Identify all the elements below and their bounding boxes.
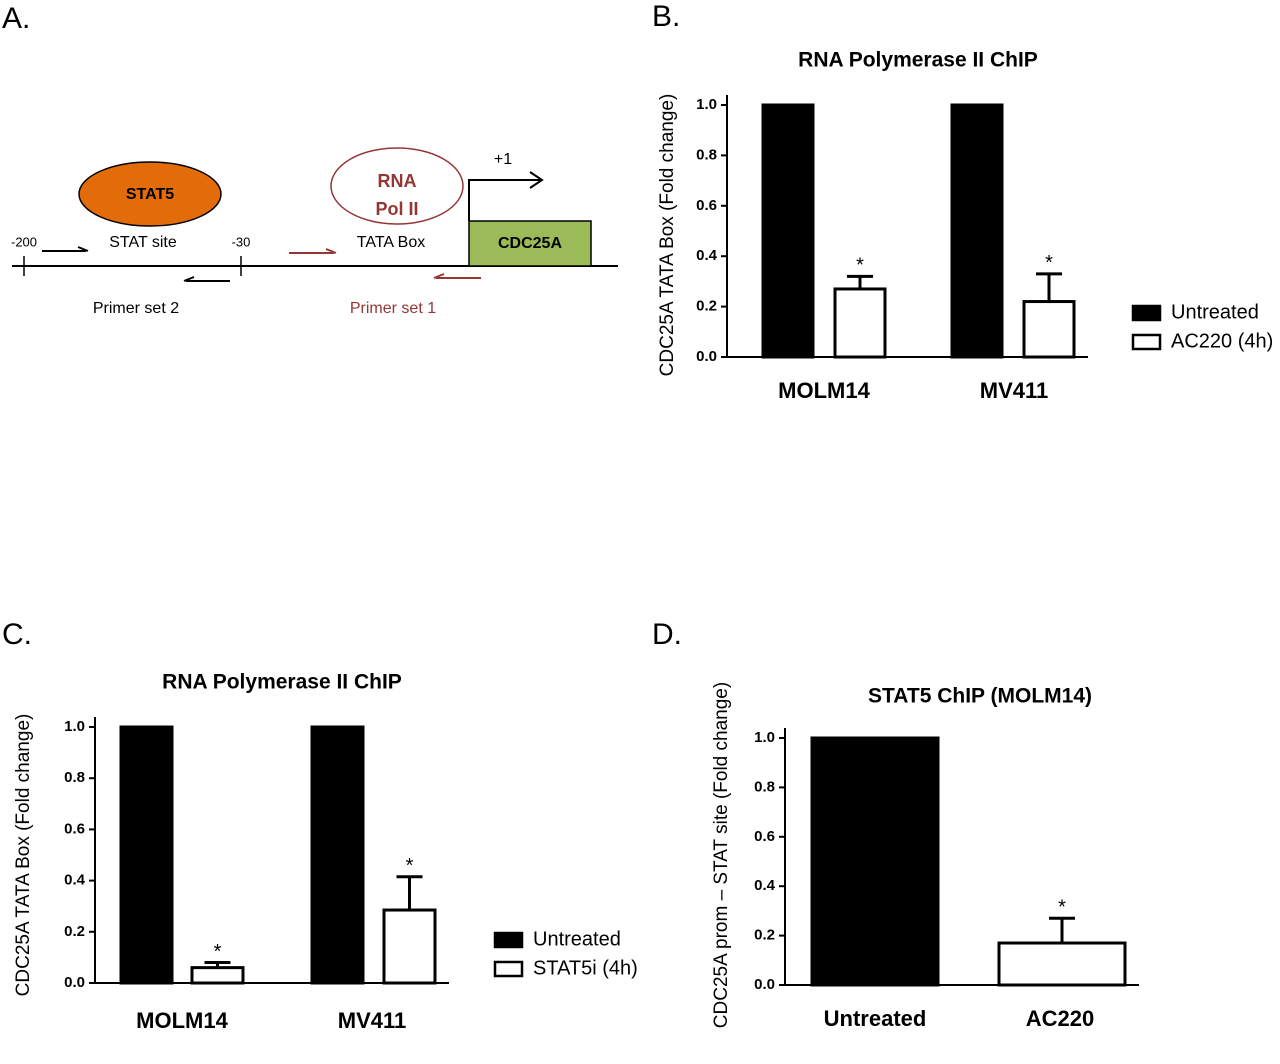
bar <box>1022 300 1076 359</box>
legend-label: AC220 (4h) <box>1171 330 1273 352</box>
y-tick-label: 0.0 <box>754 976 775 993</box>
bar-chart: RNA Polymerase II ChIP CDC25A TATA Box (F… <box>657 49 1273 403</box>
legend-label: Untreated <box>1171 301 1259 323</box>
y-tick-label: 0.6 <box>754 828 775 845</box>
chart-title: RNA Polymerase II ChIP <box>798 49 1038 72</box>
y-tick-label: 0.8 <box>754 778 775 795</box>
y-tick-label: 0.0 <box>64 974 85 991</box>
chart-title: RNA Polymerase II ChIP <box>162 671 402 694</box>
bar <box>833 287 887 359</box>
y-tick-label: 0.8 <box>64 769 85 786</box>
legend-swatch <box>493 931 524 949</box>
y-tick-label: 0.2 <box>64 923 85 940</box>
pol2-label: RNA <box>378 171 417 191</box>
y-tick-label: 0.6 <box>64 820 85 837</box>
position-label: -200 <box>11 234 37 249</box>
legend-label: Untreated <box>533 928 621 950</box>
legend-label: STAT5i (4h) <box>533 957 638 979</box>
bar <box>119 725 174 985</box>
gene-label: CDC25A <box>498 235 562 252</box>
y-axis-label: CDC25A TATA Box (Fold change) <box>13 714 34 997</box>
arrowhead <box>529 171 544 189</box>
primer-arrow <box>289 248 337 254</box>
tata-label: TATA Box <box>357 234 425 251</box>
position-label: -30 <box>232 234 251 249</box>
chart-title: STAT5 ChIP (MOLM14) <box>868 685 1092 708</box>
bar <box>997 941 1127 987</box>
y-tick-label: 1.0 <box>754 729 775 746</box>
error-bar <box>1036 272 1062 302</box>
bar <box>190 966 245 985</box>
tss-arrow <box>468 179 540 221</box>
gene-box <box>468 220 592 267</box>
y-tick-label: 1.0 <box>64 718 85 735</box>
promoter-diagram: STAT5 RNA Pol II CDC25A +1 -200 -30 STAT… <box>11 147 618 317</box>
primer-arrow <box>433 273 481 279</box>
panel-label: D. <box>652 618 682 651</box>
primer-label: Primer set 1 <box>350 300 436 317</box>
stat5-ellipse <box>78 161 222 227</box>
x-tick-label: MOLM14 <box>136 1008 228 1033</box>
y-tick-label: 0.4 <box>696 247 718 264</box>
stat-site-label: STAT site <box>109 234 177 251</box>
bar <box>382 908 437 985</box>
significance-mark: * <box>1058 897 1066 919</box>
significance-mark: * <box>406 855 414 877</box>
x-tick-label: AC220 <box>1026 1006 1094 1031</box>
panel-label: C. <box>2 618 32 651</box>
legend-swatch <box>493 960 524 978</box>
bar <box>761 103 815 359</box>
primer-label: Primer set 2 <box>93 300 179 317</box>
pol2-label: Pol II <box>375 199 418 219</box>
error-bar <box>847 274 873 289</box>
bar-chart: RNA Polymerase II ChIP CDC25A TATA Box (F… <box>13 671 638 1033</box>
stat5-label: STAT5 <box>126 186 174 203</box>
legend-swatch <box>1131 333 1162 351</box>
y-tick-label: 0.2 <box>754 927 775 944</box>
panel-label: B. <box>652 0 680 33</box>
x-tick-label: Untreated <box>824 1006 927 1031</box>
panel-label: A. <box>2 2 30 35</box>
y-tick-label: 0.4 <box>754 877 776 894</box>
y-tick-label: 0.8 <box>696 146 717 163</box>
y-tick-label: 0.2 <box>696 298 717 315</box>
error-bar <box>1049 916 1075 944</box>
tss-label: +1 <box>494 151 512 168</box>
y-tick-label: 0.0 <box>696 348 717 365</box>
y-tick-label: 1.0 <box>696 96 717 113</box>
bar <box>950 103 1004 359</box>
y-tick-label: 0.4 <box>64 872 86 889</box>
primer-arrow <box>183 276 230 282</box>
bar <box>810 736 940 987</box>
primer-arrow <box>42 246 89 252</box>
x-tick-label: MV411 <box>338 1008 407 1033</box>
error-bar <box>396 875 423 911</box>
y-axis-label: CDC25A TATA Box (Fold change) <box>657 94 678 377</box>
x-tick-label: MOLM14 <box>778 378 870 403</box>
significance-mark: * <box>1045 252 1053 274</box>
bar-chart: STAT5 ChIP (MOLM14) CDC25A prom – STAT si… <box>711 682 1139 1031</box>
bar <box>310 725 365 985</box>
pol2-ellipse <box>330 147 464 225</box>
y-tick-label: 0.6 <box>696 197 717 214</box>
error-bar <box>204 961 231 968</box>
y-axis-label: CDC25A prom – STAT site (Fold change) <box>711 682 732 1028</box>
significance-mark: * <box>214 941 222 963</box>
legend-swatch <box>1131 304 1162 322</box>
x-tick-label: MV411 <box>980 378 1049 403</box>
significance-mark: * <box>856 255 864 277</box>
